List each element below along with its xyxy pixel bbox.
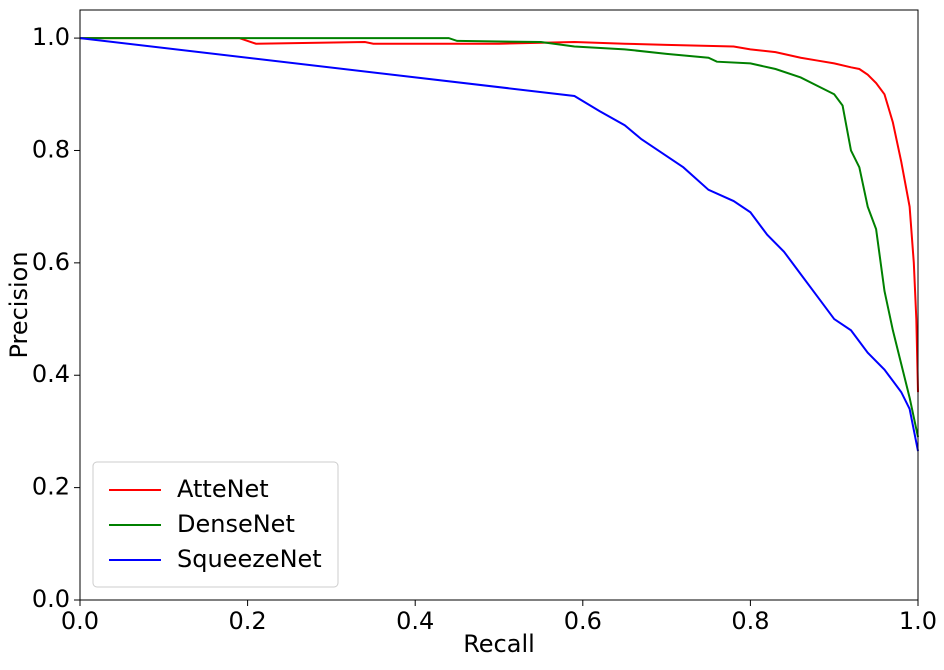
y-tick-label: 0.4 bbox=[32, 360, 70, 388]
x-tick-label: 0.8 bbox=[731, 607, 769, 635]
series-line bbox=[80, 37, 919, 393]
x-tick-label: 0.4 bbox=[396, 607, 434, 635]
x-tick-label: 0.0 bbox=[61, 607, 99, 635]
x-axis-label: Recall bbox=[463, 630, 535, 658]
legend-label: SqueezeNet bbox=[177, 545, 322, 573]
y-tick-label: 0.0 bbox=[32, 585, 70, 613]
x-tick-label: 1.0 bbox=[899, 607, 937, 635]
plot-frame bbox=[79, 9, 919, 601]
x-tick-label: 0.6 bbox=[564, 607, 602, 635]
y-tick-label: 0.6 bbox=[32, 248, 70, 276]
x-tick-label: 0.2 bbox=[229, 607, 267, 635]
y-tick-label: 1.0 bbox=[32, 23, 70, 51]
y-tick-label: 0.2 bbox=[32, 473, 70, 501]
series-line bbox=[79, 37, 919, 452]
legend-label: DenseNet bbox=[177, 510, 295, 538]
series-line bbox=[80, 37, 919, 438]
legend-box bbox=[92, 461, 339, 588]
y-tick-label: 0.8 bbox=[32, 135, 70, 163]
legend-label: AtteNet bbox=[177, 475, 269, 503]
y-axis-label: Precision bbox=[5, 251, 33, 358]
